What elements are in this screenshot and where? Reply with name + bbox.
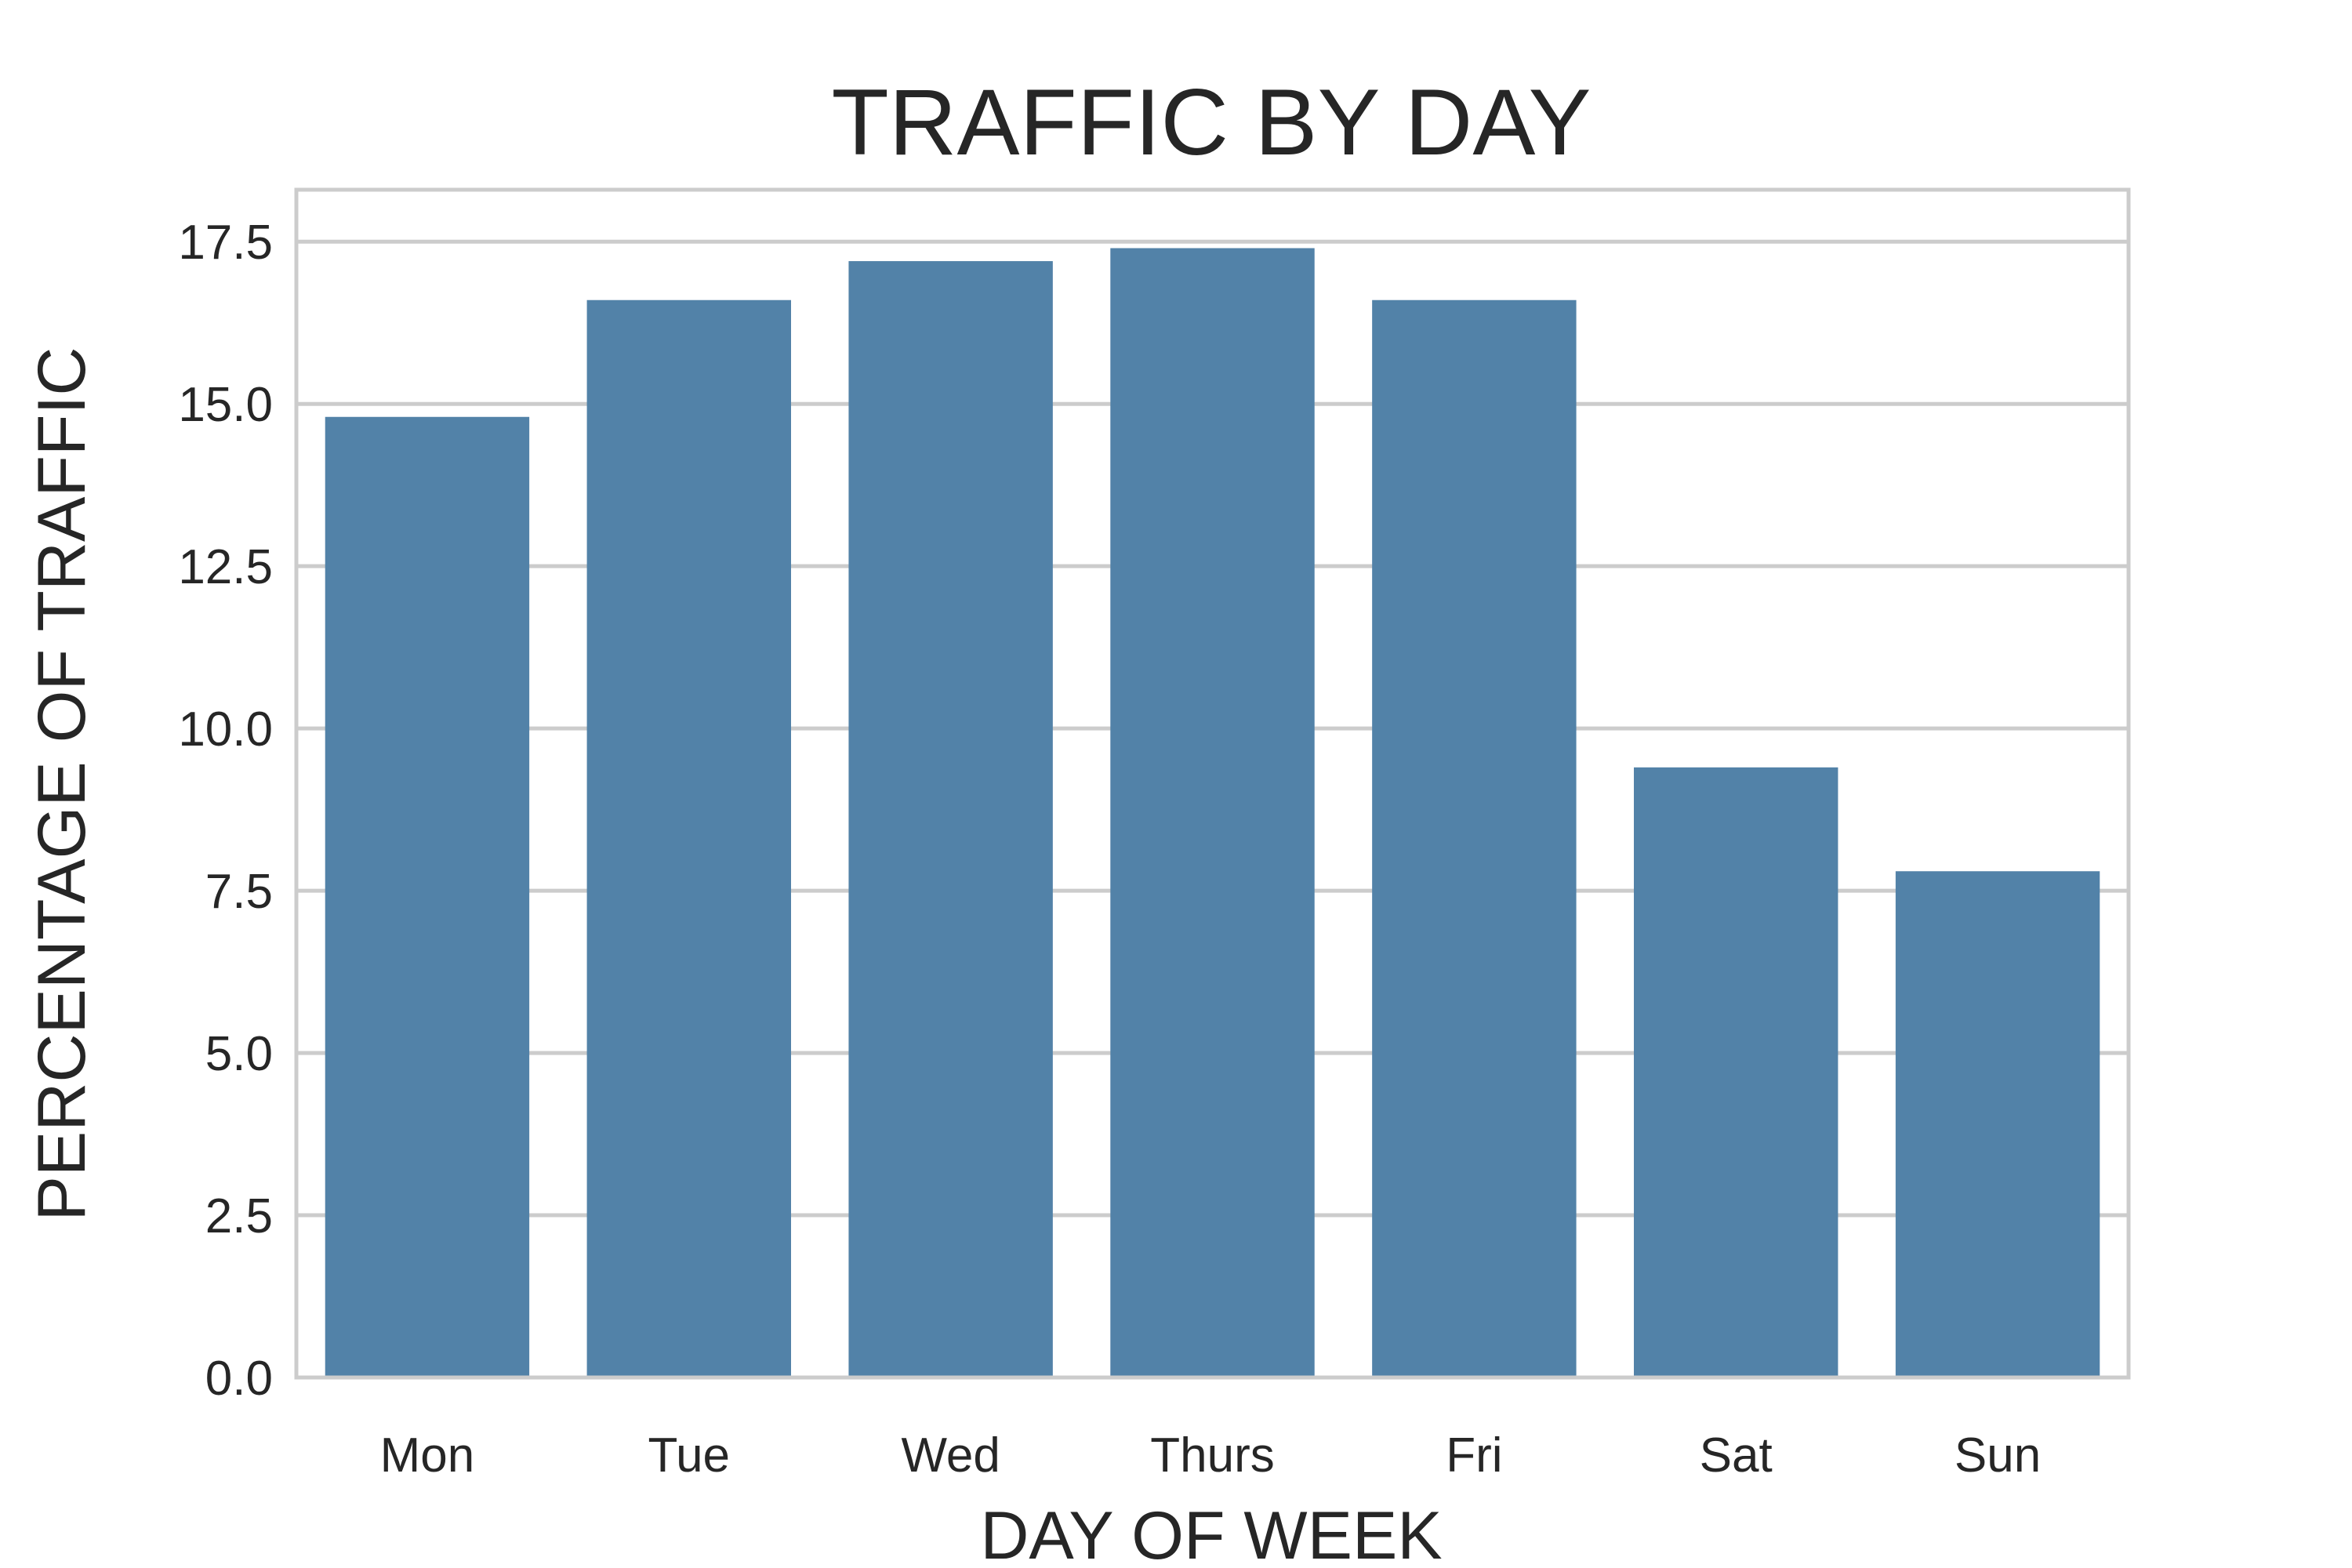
y-tick-labels: 0.0 2.5 5.0 7.5 10.0 12.5 15.0 17.5	[178, 216, 273, 1406]
x-tick-label-sun: Sun	[1955, 1428, 2041, 1483]
x-tick-label-tue: Tue	[648, 1428, 731, 1483]
y-tick-label: 15.0	[178, 378, 273, 432]
bar-tue	[586, 299, 791, 1378]
chart-title: TRAFFIC BY DAY	[831, 70, 1591, 175]
y-tick-label: 10.0	[178, 702, 273, 757]
bar-wed	[848, 261, 1053, 1378]
x-tick-labels: Mon Tue Wed Thurs Fri Sat Sun	[380, 1428, 2042, 1483]
x-tick-label-wed: Wed	[901, 1428, 1000, 1483]
bar-fri	[1372, 299, 1577, 1378]
y-tick-label: 5.0	[205, 1027, 273, 1081]
x-tick-label-mon: Mon	[380, 1428, 475, 1483]
x-tick-label-fri: Fri	[1446, 1428, 1502, 1483]
x-axis-label: DAY OF WEEK	[980, 1498, 1442, 1568]
bars	[325, 248, 2100, 1378]
bar-thurs	[1110, 248, 1315, 1378]
x-tick-label-sat: Sat	[1700, 1428, 1773, 1483]
y-tick-label: 17.5	[178, 216, 273, 270]
x-tick-label-thurs: Thurs	[1150, 1428, 1274, 1483]
y-tick-label: 2.5	[205, 1189, 273, 1243]
plot-frame	[294, 187, 2131, 1380]
bar-sat	[1634, 767, 1838, 1377]
bar-mon	[325, 416, 530, 1377]
bar-sun	[1895, 871, 2100, 1377]
y-tick-label: 0.0	[205, 1352, 273, 1406]
y-axis-label: PERCENTAGE OF TRAFFIC	[24, 347, 100, 1221]
y-tick-label: 7.5	[205, 865, 273, 919]
y-tick-label: 12.5	[178, 540, 273, 594]
